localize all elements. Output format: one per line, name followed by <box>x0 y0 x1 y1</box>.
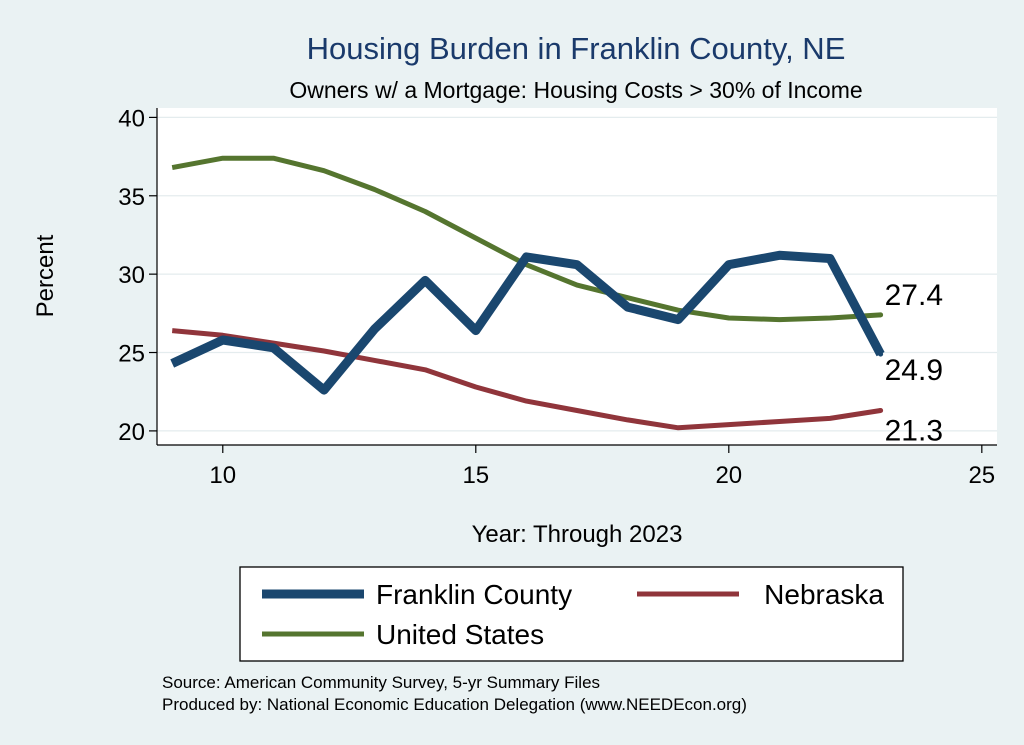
x-tick-label: 25 <box>968 462 995 489</box>
end-label-franklin-county: 24.9 <box>885 354 943 387</box>
grid-lines <box>157 116 997 432</box>
x-tick-label: 20 <box>715 462 742 489</box>
legend-label-nebraska: Nebraska <box>764 579 884 610</box>
legend-box <box>239 566 904 662</box>
x-axis-title: Year: Through 2023 <box>472 521 683 548</box>
series-line-franklin-county <box>170 250 885 395</box>
chart-subtitle: Owners w/ a Mortgage: Housing Costs > 30… <box>289 77 862 103</box>
y-axis-title: Percent <box>32 234 59 317</box>
series-lines <box>170 155 885 431</box>
y-tick-label: 40 <box>118 105 145 132</box>
x-tick-label: 10 <box>209 462 236 489</box>
y-tick-label: 30 <box>118 262 145 289</box>
end-label-nebraska: 21.3 <box>885 414 943 447</box>
y-tick-label: 25 <box>118 341 145 368</box>
y-tick-label: 20 <box>118 419 145 446</box>
axis-ticks: 20 25 30 35 40 10 15 20 25 <box>118 105 995 489</box>
end-point-united-states <box>878 312 884 318</box>
end-point-franklin-county <box>878 351 884 357</box>
legend-label-franklin-county: Franklin County <box>376 579 572 610</box>
y-tick-label: 35 <box>118 184 145 211</box>
source-note: Source: American Community Survey, 5-yr … <box>162 673 600 692</box>
legend: Franklin County Nebraska United States <box>239 566 904 662</box>
legend-entries: Franklin County Nebraska United States <box>262 579 884 650</box>
series-line-nebraska <box>171 328 881 431</box>
legend-label-united-states: United States <box>376 619 544 650</box>
chart-title: Housing Burden in Franklin County, NE <box>307 31 846 66</box>
producer-note: Produced by: National Economic Education… <box>162 695 747 714</box>
end-label-united-states: 27.4 <box>885 279 943 312</box>
end-point-nebraska <box>878 408 884 414</box>
end-labels: 24.9 21.3 27.4 <box>885 279 943 448</box>
x-tick-label: 15 <box>462 462 489 489</box>
